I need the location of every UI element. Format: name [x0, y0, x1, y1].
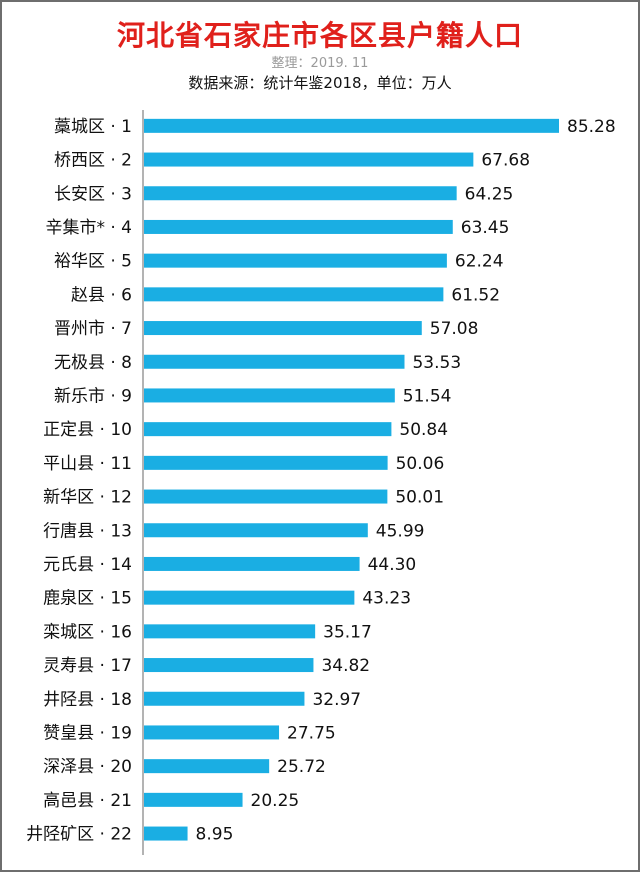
- bar: [144, 287, 444, 302]
- bar: [144, 691, 305, 706]
- bar: [144, 388, 395, 403]
- value-label: 85.28: [567, 117, 616, 137]
- value-label: 50.01: [395, 488, 444, 508]
- category-label: 裕华区 · 5: [54, 252, 132, 272]
- value-label: 43.23: [362, 589, 411, 609]
- category-label: 新华区 · 12: [43, 488, 132, 508]
- category-label: 井陉矿区 · 22: [26, 825, 132, 845]
- category-label: 无极县 · 8: [54, 353, 132, 373]
- bar: [144, 489, 388, 504]
- value-label: 67.68: [481, 151, 530, 171]
- bar: [144, 321, 422, 336]
- category-label: 栾城区 · 16: [43, 622, 132, 642]
- category-label: 高邑县 · 21: [43, 791, 132, 811]
- value-label: 44.30: [368, 555, 417, 575]
- bar: [144, 118, 559, 133]
- bar: [144, 725, 280, 740]
- category-label: 桥西区 · 2: [54, 151, 132, 171]
- bar: [144, 624, 316, 639]
- bar: [144, 422, 392, 437]
- bar: [144, 253, 447, 268]
- bar: [144, 219, 453, 234]
- value-label: 27.75: [287, 723, 336, 743]
- bar: [144, 658, 314, 673]
- value-label: 61.52: [451, 285, 500, 305]
- bar: [144, 759, 270, 774]
- value-label: 25.72: [277, 757, 326, 777]
- bars-group: 藁城区 · 1 85.28 桥西区 · 2 67.68 长安区 · 3 64.25 辛集市*…: [26, 117, 616, 845]
- value-label: 32.97: [312, 690, 361, 710]
- value-label: 35.17: [323, 622, 372, 642]
- bar: [144, 523, 368, 538]
- category-label: 鹿泉区 · 15: [43, 589, 132, 609]
- chart-note: 整理：2019. 11: [271, 56, 369, 71]
- value-label: 45.99: [376, 521, 425, 541]
- value-label: 63.45: [461, 218, 510, 238]
- value-label: 57.08: [430, 319, 479, 339]
- category-label: 灵寿县 · 17: [43, 656, 132, 676]
- bar: [144, 792, 243, 807]
- value-label: 20.25: [251, 791, 300, 811]
- value-label: 50.06: [396, 454, 445, 474]
- category-label: 晋州市 · 7: [54, 319, 132, 339]
- chart-title: 河北省石家庄市各区县户籍人口: [116, 19, 523, 52]
- category-label: 深泽县 · 20: [43, 757, 132, 777]
- category-label: 藁城区 · 1: [54, 117, 132, 137]
- category-label: 平山县 · 11: [43, 454, 132, 474]
- value-label: 50.84: [399, 420, 448, 440]
- value-label: 8.95: [196, 825, 234, 845]
- bar: [144, 590, 355, 605]
- category-label: 赵县 · 6: [71, 285, 132, 305]
- category-label: 长安区 · 3: [54, 184, 132, 204]
- bar: [144, 826, 188, 841]
- category-label: 辛集市* · 4: [45, 218, 132, 238]
- chart-source: 数据来源：统计年鉴2018，单位：万人: [188, 74, 452, 92]
- value-label: 53.53: [412, 353, 461, 373]
- value-label: 34.82: [321, 656, 370, 676]
- category-label: 新乐市 · 9: [54, 386, 132, 406]
- bar: [144, 455, 388, 470]
- category-label: 赞皇县 · 19: [43, 723, 132, 743]
- category-label: 元氏县 · 14: [43, 555, 132, 575]
- bar: [144, 556, 360, 571]
- category-label: 正定县 · 10: [43, 420, 132, 440]
- bar: [144, 152, 474, 167]
- bar: [144, 354, 405, 369]
- bar: [144, 186, 457, 201]
- category-label: 行唐县 · 13: [43, 520, 132, 541]
- value-label: 51.54: [403, 386, 452, 406]
- value-label: 62.24: [455, 252, 504, 272]
- value-label: 64.25: [465, 184, 514, 204]
- category-label: 井陉县 · 18: [43, 690, 132, 710]
